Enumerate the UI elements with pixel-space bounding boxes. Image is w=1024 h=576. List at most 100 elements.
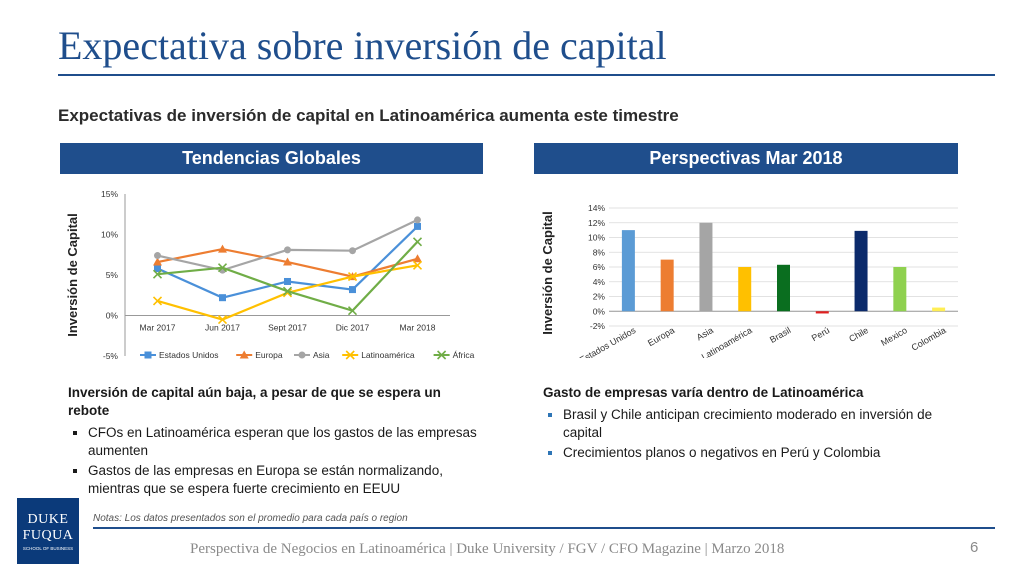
left-bullet-item: Gastos de las empresas en Europa se está… [88,462,478,498]
bar-chart-xtick: Brasil [768,325,792,345]
line-point-marker [414,222,421,230]
legend-swatch-marker-stroke [345,350,355,360]
slide-subtitle: Expectativas de inversión de capital en … [58,106,679,125]
line-point-marker-stroke [282,286,293,296]
line-point-marker [154,252,161,260]
logo-line-school: SCHOOL OF BUSINESS [22,545,74,551]
left-bullet-item: CFOs en Latinoamérica esperan que los ga… [88,424,478,460]
bar-chart-ytick: 6% [593,262,606,272]
bar-chart-xtick: Colombia [910,325,948,353]
line-point-marker [284,277,291,285]
right-section-header: Perspectivas Mar 2018 [534,143,958,174]
legend-swatch-marker [298,351,306,359]
line-chart-xtick: Mar 2017 [140,323,176,333]
bar-Estados Unidos [621,230,635,312]
line-point-marker [349,286,356,294]
right-bullet-item: Crecimientos planos o negativos en Perú … [563,444,953,462]
bar-Colombia [932,307,946,312]
bar-chart-ytick: 12% [588,218,605,228]
line-point-marker [152,269,163,279]
bar-chart-ytick: 14% [588,203,605,213]
right-commentary: Gasto de empresas varía dentro de Latino… [543,384,953,464]
slide-title: Expectativa sobre inversión de capital [58,23,667,68]
line-point-marker-stroke [152,296,163,306]
footer-divider [93,527,995,529]
logo-line-fuqua: FUQUA [22,527,74,543]
bar-chart-ytick: 4% [593,277,606,287]
line-point-marker [219,294,226,302]
bar-chart-xtick: Chile [847,325,870,344]
line-point-marker [282,286,293,296]
legend-label: Europa [255,350,283,360]
legend-label: Estados Unidos [159,350,219,360]
line-chart-ytick: 15% [101,189,118,199]
right-bullet-item: Brasil y Chile anticipan crecimiento mod… [563,406,953,442]
bar-Europa [660,259,674,312]
bar-chart-ytick: 10% [588,233,605,243]
footer-text: Perspectiva de Negocios en Latinoamérica… [190,541,785,557]
line-point-marker [284,246,291,254]
legend-swatch-marker [345,350,355,360]
line-chart-xtick: Jun 2017 [205,323,240,333]
legend-swatch-marker [437,350,447,360]
bar-chart-svg: Inversión de Capital 14% 12% 10% 8% 6% 4% 2% 0% -… [540,203,958,365]
line-point-marker-stroke [217,314,228,325]
line-point-marker [217,263,228,273]
left-commentary: Inversión de capital aún baja, a pesar d… [68,384,478,500]
line-chart-xtick: Mar 2018 [400,323,436,333]
bar-Brasil [777,264,790,312]
right-bullet-list: Brasil y Chile anticipan crecimiento mod… [543,406,953,462]
line-point-marker [412,260,423,270]
bar-chart-perspectives: Inversión de Capital 14% 12% 10% 8% 6% 4% 2% 0% -… [534,198,964,365]
bar-Latinoamérica [738,267,752,312]
line-point-marker [412,237,423,247]
title-divider [58,74,995,76]
legend-swatch-marker [239,350,249,359]
line-point-marker-stroke [412,237,423,247]
legend-swatch-marker [144,351,152,359]
line-point-marker [283,257,292,266]
legend-label: Asia [313,350,330,360]
line-point-marker [154,265,161,273]
legend-label: Latinoamérica [361,350,415,360]
legend-label: África [453,350,475,360]
line-point-marker [414,216,421,224]
bar-chart-xtick: Europa [646,325,676,348]
right-commentary-heading: Gasto de empresas varía dentro de Latino… [543,385,864,400]
bar-chart-xtick: Mexico [879,325,909,348]
line-point-marker [347,272,358,282]
bar-chart-ytick: 8% [593,247,606,257]
bar-chart-ytick: -2% [590,321,606,331]
line-chart-svg: Inversión de Capital 15% 10% 5% 0% -5% Mar 201… [65,189,475,361]
line-chart-xtick: Dic 2017 [336,323,370,333]
bar-Mexico [893,267,907,312]
bar-chart-xtick: Perú [810,325,831,343]
line-point-marker [152,296,163,306]
line-point-marker [217,314,228,325]
line-point-marker-stroke [217,263,228,273]
line-point-marker-stroke [152,269,163,279]
line-point-marker [347,306,358,316]
line-point-marker-stroke [347,306,358,316]
line-chart-ylabel: Inversión de Capital [65,213,80,337]
line-chart-ytick: 10% [101,230,118,240]
bar-Asia [699,222,713,312]
line-point-marker-stroke [412,260,423,270]
line-point-marker-stroke [282,288,293,298]
bar-Chile [854,230,868,312]
line-point-marker-stroke [347,272,358,282]
bar-chart-ytick: 2% [593,292,606,302]
bar-chart-xtick: Estados Unidos [578,325,638,358]
line-chart-ytick: 0% [106,311,119,321]
legend-swatch-marker-stroke [437,350,447,360]
line-chart-xtick: Sept 2017 [268,323,307,333]
page-number: 6 [970,539,979,556]
line-chart-ytick: -5% [103,351,119,361]
line-point-marker [153,257,162,266]
left-section-header: Tendencias Globales [60,143,483,174]
line-chart-ytick: 5% [106,270,119,280]
line-chart-global-trends: Inversión de Capital 15% 10% 5% 0% -5% Mar 201… [60,182,485,367]
left-bullet-list: CFOs en Latinoamérica esperan que los ga… [68,424,478,498]
left-commentary-heading: Inversión de capital aún baja, a pesar d… [68,385,441,418]
bar-chart-ytick: 0% [593,306,606,316]
